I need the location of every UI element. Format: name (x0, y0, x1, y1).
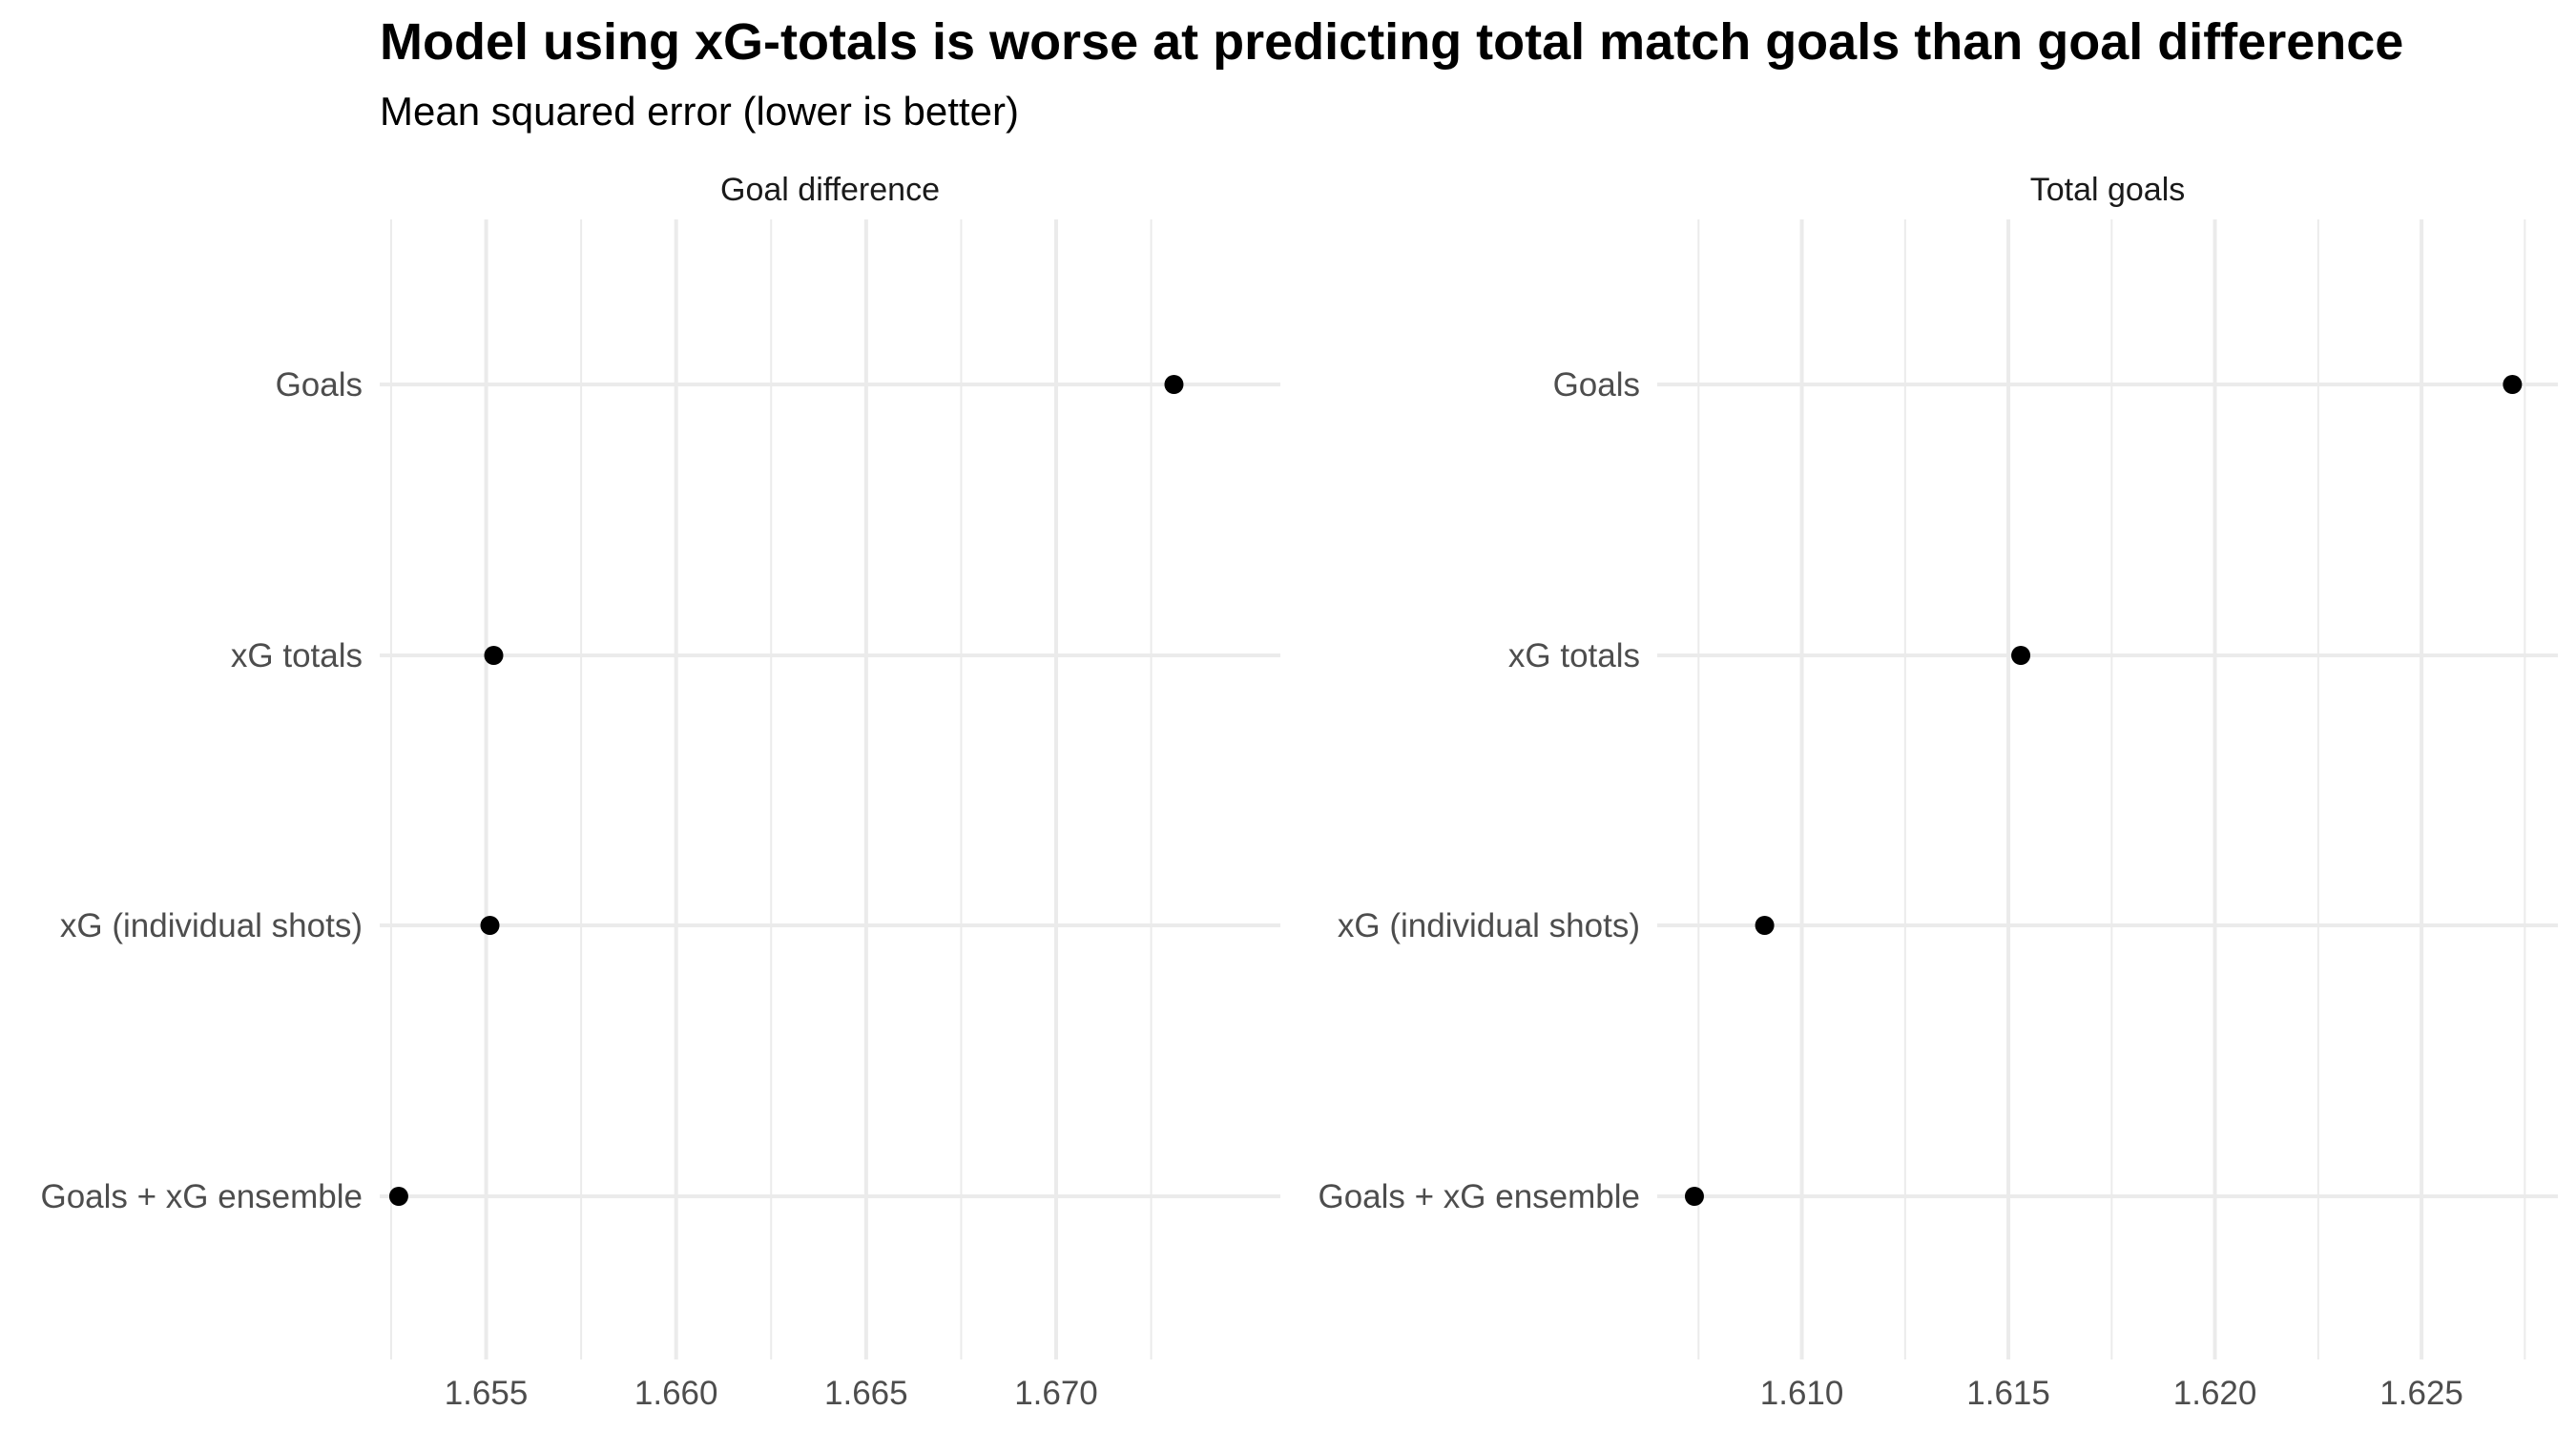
x-tick-label: 1.610 (1760, 1375, 1844, 1412)
data-point (2503, 375, 2523, 394)
category-label: Goals (1553, 366, 1640, 404)
chart-subtitle: Mean squared error (lower is better) (380, 89, 1019, 134)
data-point (484, 646, 504, 665)
chart-title: Model using xG-totals is worse at predic… (380, 13, 2403, 71)
category-label: xG totals (1508, 637, 1640, 674)
category-label: xG (individual shots) (60, 907, 363, 944)
category-label: xG (individual shots) (1338, 907, 1640, 944)
x-tick-label: 1.670 (1014, 1375, 1098, 1412)
category-label: Goals + xG ensemble (1318, 1178, 1640, 1215)
data-point (1755, 916, 1775, 935)
panel-title: Total goals (2030, 172, 2186, 208)
panel-title: Goal difference (720, 172, 940, 208)
data-point (1164, 375, 1184, 394)
data-point (2011, 646, 2031, 665)
x-tick-label: 1.625 (2379, 1375, 2463, 1412)
x-tick-label: 1.655 (445, 1375, 529, 1412)
category-label: Goals + xG ensemble (40, 1178, 363, 1215)
x-tick-label: 1.660 (634, 1375, 718, 1412)
category-label: xG totals (231, 637, 363, 674)
x-tick-label: 1.615 (1966, 1375, 2050, 1412)
panel-total-goals: Total goals Goals xG totals xG (individual… (1318, 172, 2558, 1412)
x-tick-label: 1.665 (824, 1375, 908, 1412)
x-tick-label: 1.620 (2173, 1375, 2257, 1412)
data-point (388, 1187, 408, 1206)
data-point (480, 916, 500, 935)
category-label: Goals (276, 366, 363, 404)
panel-goal-difference: Goal difference Goals xG totals xG (indivi… (40, 172, 1280, 1412)
data-point (1684, 1187, 1704, 1206)
